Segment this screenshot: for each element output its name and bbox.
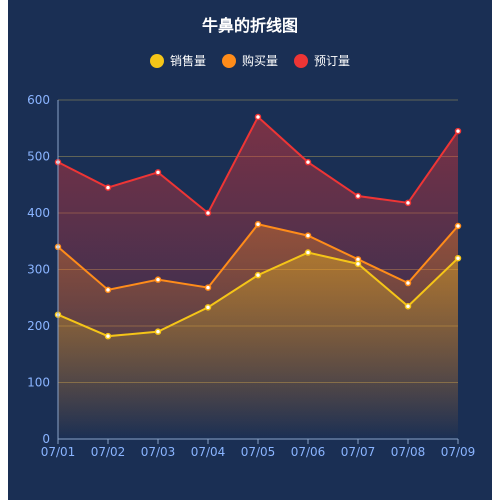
area-sales — [58, 252, 458, 439]
x-tick-label: 07/06 — [291, 445, 326, 459]
x-tick-label: 07/09 — [441, 445, 476, 459]
point-purchases — [304, 232, 312, 239]
y-tick-label: 300 — [27, 263, 50, 277]
point-sales — [454, 254, 462, 262]
legend-marker-bookings — [294, 53, 308, 68]
point-sales — [104, 332, 112, 340]
x-tick-label: 07/02 — [91, 445, 126, 459]
point-purchases — [204, 284, 212, 291]
point-sales — [254, 271, 262, 279]
chart-title: 牛鼻的折线图 — [201, 16, 298, 35]
legend-item-bookings[interactable]: 预订量 — [294, 52, 350, 69]
point-bookings — [204, 209, 212, 217]
point-purchases — [154, 276, 162, 283]
x-tick-label: 07/04 — [191, 445, 226, 459]
point-bookings — [154, 169, 162, 176]
point-sales — [304, 249, 312, 256]
legend-label-purchases: 购买量 — [241, 54, 278, 68]
y-tick-label: 600 — [27, 93, 50, 107]
point-sales — [354, 260, 362, 268]
point-purchases — [254, 221, 262, 228]
x-tick-label: 07/08 — [391, 445, 426, 459]
y-tick-label: 200 — [27, 319, 50, 333]
x-tick-label: 07/01 — [41, 445, 76, 459]
chart-legend: 销售量 购买量 预订量 — [0, 52, 500, 69]
point-purchases — [454, 222, 462, 230]
point-purchases — [104, 286, 112, 294]
legend-item-sales[interactable]: 销售量 — [149, 52, 206, 69]
point-bookings — [304, 158, 312, 166]
x-tick-label: 07/03 — [141, 445, 176, 459]
point-bookings — [254, 113, 262, 121]
point-bookings — [454, 127, 462, 135]
legend-marker-purchases — [221, 53, 236, 68]
point-sales — [204, 304, 212, 311]
point-sales — [404, 302, 412, 310]
point-purchases — [404, 279, 412, 287]
point-bookings — [104, 184, 112, 191]
y-tick-label: 100 — [27, 376, 50, 390]
legend-item-purchases[interactable]: 购买量 — [221, 52, 278, 69]
point-sales — [154, 328, 162, 335]
legend-label-sales: 销售量 — [169, 54, 206, 68]
point-bookings — [404, 199, 412, 207]
x-tick-label: 07/07 — [341, 445, 376, 459]
legend-label-bookings: 预订量 — [314, 54, 351, 68]
y-tick-label: 0 — [42, 432, 50, 446]
x-tick-label: 07/05 — [241, 445, 276, 459]
point-bookings — [354, 192, 362, 200]
y-tick-label: 400 — [27, 206, 50, 220]
legend-marker-sales — [149, 53, 164, 68]
y-tick-label: 500 — [27, 150, 50, 164]
